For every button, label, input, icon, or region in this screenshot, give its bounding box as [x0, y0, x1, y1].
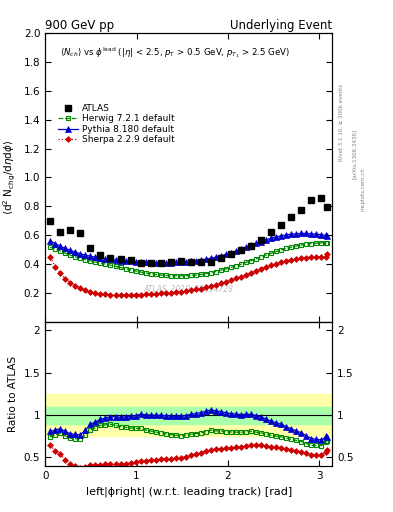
Text: ATLAS_2010_S8894728: ATLAS_2010_S8894728	[143, 284, 234, 293]
ATLAS	[98, 251, 103, 258]
Text: [arXiv:1306.3436]: [arXiv:1306.3436]	[352, 129, 357, 179]
Legend: ATLAS, Herwig 7.2.1 default, Pythia 8.180 default, Sherpa 2.2.9 default: ATLAS, Herwig 7.2.1 default, Pythia 8.18…	[55, 101, 177, 147]
Sherpa 2.2.9 default	[58, 270, 62, 276]
Herwig 7.2.1 default	[319, 240, 324, 246]
Sherpa 2.2.9 default	[173, 289, 178, 295]
ATLAS	[169, 259, 173, 265]
Pythia 8.180 default	[244, 244, 248, 250]
ATLAS	[279, 222, 284, 228]
Sherpa 2.2.9 default	[249, 270, 253, 276]
Pythia 8.180 default	[173, 260, 178, 266]
Sherpa 2.2.9 default	[63, 275, 68, 282]
Sherpa 2.2.9 default	[244, 272, 248, 278]
ATLAS	[325, 204, 329, 210]
Herwig 7.2.1 default	[325, 240, 329, 246]
ATLAS	[198, 259, 203, 265]
ATLAS	[319, 196, 324, 202]
Pythia 8.180 default	[58, 243, 62, 249]
ATLAS	[269, 228, 274, 234]
Herwig 7.2.1 default	[63, 250, 68, 257]
Sherpa 2.2.9 default	[325, 251, 329, 258]
Pythia 8.180 default	[63, 245, 68, 251]
ATLAS	[229, 251, 233, 257]
Herwig 7.2.1 default	[123, 266, 128, 272]
ATLAS	[148, 260, 153, 266]
ATLAS	[289, 214, 294, 220]
ATLAS	[299, 207, 304, 213]
Line: ATLAS: ATLAS	[47, 195, 330, 266]
ATLAS	[189, 259, 193, 265]
ATLAS	[68, 227, 73, 233]
ATLAS	[309, 197, 314, 203]
ATLAS	[239, 246, 243, 252]
ATLAS	[58, 228, 62, 234]
Sherpa 2.2.9 default	[48, 254, 53, 260]
Text: mcplots.cern.ch: mcplots.cern.ch	[361, 167, 366, 211]
Pythia 8.180 default	[249, 242, 253, 248]
ATLAS	[138, 260, 143, 266]
Herwig 7.2.1 default	[173, 273, 178, 279]
Line: Herwig 7.2.1 default: Herwig 7.2.1 default	[48, 241, 329, 279]
ATLAS	[249, 243, 253, 249]
Herwig 7.2.1 default	[169, 272, 173, 279]
Herwig 7.2.1 default	[249, 258, 253, 264]
Y-axis label: Ratio to ATLAS: Ratio to ATLAS	[8, 356, 18, 432]
Text: Underlying Event: Underlying Event	[230, 19, 332, 32]
ATLAS	[178, 258, 183, 264]
Bar	[45, 407, 332, 423]
Y-axis label: $\langle$d$^2$ N$_{\rm chg}$/d$\eta$d$\phi\rangle$: $\langle$d$^2$ N$_{\rm chg}$/d$\eta$d$\p…	[2, 140, 18, 215]
X-axis label: left|ϕright| (w.r.t. leading track) [rad]: left|ϕright| (w.r.t. leading track) [rad…	[86, 486, 292, 497]
Pythia 8.180 default	[325, 233, 329, 239]
ATLAS	[219, 255, 223, 261]
Pythia 8.180 default	[123, 258, 128, 264]
Herwig 7.2.1 default	[244, 260, 248, 266]
ATLAS	[118, 256, 123, 262]
Text: $\langle N_{ch}\rangle$ vs $\phi^{\rm lead}$ ($|\eta|$ < 2.5, $p_{\rm T}$ > 0.5 : $\langle N_{ch}\rangle$ vs $\phi^{\rm le…	[60, 45, 290, 60]
Line: Pythia 8.180 default: Pythia 8.180 default	[48, 231, 330, 266]
ATLAS	[48, 219, 53, 225]
ATLAS	[209, 259, 213, 265]
Pythia 8.180 default	[299, 230, 304, 237]
Text: Rivet 3.1.10, ≥ 300k events: Rivet 3.1.10, ≥ 300k events	[339, 84, 344, 161]
ATLAS	[88, 245, 93, 251]
ATLAS	[128, 258, 133, 264]
ATLAS	[78, 230, 83, 236]
Herwig 7.2.1 default	[48, 244, 53, 250]
Herwig 7.2.1 default	[58, 248, 62, 254]
Sherpa 2.2.9 default	[128, 292, 133, 298]
Bar	[45, 394, 332, 436]
Text: 900 GeV pp: 900 GeV pp	[45, 19, 114, 32]
ATLAS	[108, 255, 113, 261]
Pythia 8.180 default	[153, 260, 158, 266]
ATLAS	[158, 260, 163, 266]
Pythia 8.180 default	[48, 238, 53, 244]
ATLAS	[259, 237, 264, 243]
Line: Sherpa 2.2.9 default: Sherpa 2.2.9 default	[48, 252, 329, 297]
Sherpa 2.2.9 default	[118, 292, 123, 298]
